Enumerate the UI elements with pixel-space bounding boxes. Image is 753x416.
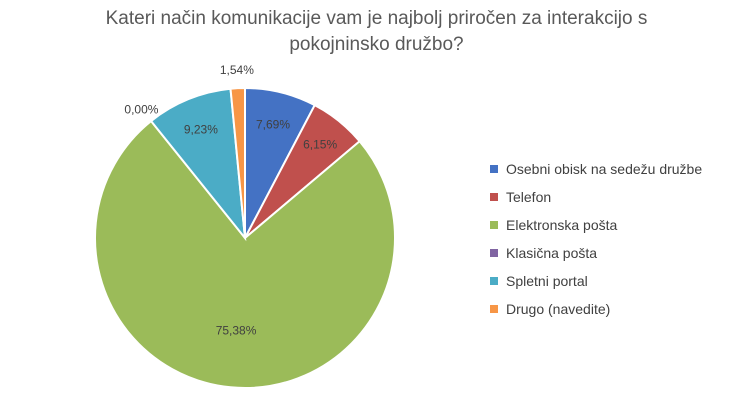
legend-item-telefon: Telefon xyxy=(490,188,702,206)
legend-label: Telefon xyxy=(506,189,552,205)
data-label-osebni-obisk-na-sedezu-druzbe: 7,69% xyxy=(256,117,290,131)
legend-item-klasicna-posta: Klasična pošta xyxy=(490,244,702,262)
data-label-spletni-portal: 9,23% xyxy=(184,123,218,137)
legend-swatch xyxy=(490,277,498,285)
legend: Osebni obisk na sedežu družbe Telefon El… xyxy=(490,160,702,328)
chart-title: Kateri način komunikacije vam je najbolj… xyxy=(0,6,753,58)
data-label-klasicna-posta: 0,00% xyxy=(124,103,158,117)
chart-title-line-2: pokojninsko družbo? xyxy=(289,34,464,55)
legend-item-spletni-portal: Spletni portal xyxy=(490,272,702,290)
legend-swatch xyxy=(490,249,498,257)
pie-slice-drugo-navedite xyxy=(229,86,246,239)
pie-slice-elektronska-posta xyxy=(94,119,396,389)
legend-label: Osebni obisk na sedežu družbe xyxy=(506,161,703,177)
pie-slice-spletni-portal xyxy=(149,87,247,242)
legend-swatch xyxy=(490,165,498,173)
legend-label: Klasična pošta xyxy=(506,245,598,261)
legend-item-elektronska-posta: Elektronska pošta xyxy=(490,216,702,234)
legend-swatch xyxy=(490,193,498,201)
data-label-elektronska-posta: 75,38% xyxy=(216,324,257,338)
chart-title-line-1: Kateri način komunikacije vam je najbolj… xyxy=(105,8,648,29)
data-label-telefon: 6,15% xyxy=(303,137,337,151)
legend-label: Elektronska pošta xyxy=(506,217,618,233)
legend-swatch xyxy=(490,221,498,229)
legend-label: Drugo (navedite) xyxy=(506,301,611,317)
legend-item-osebni-obisk: Osebni obisk na sedežu družbe xyxy=(490,160,702,178)
legend-label: Spletni portal xyxy=(506,273,588,289)
data-label-drugo-navedite: 1,54% xyxy=(220,63,254,77)
legend-item-drugo: Drugo (navedite) xyxy=(490,300,702,318)
legend-swatch xyxy=(490,305,498,313)
